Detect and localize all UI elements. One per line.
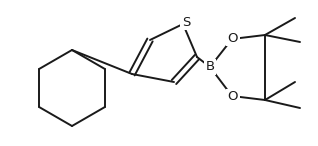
Text: O: O xyxy=(228,32,238,45)
Text: B: B xyxy=(205,60,215,73)
Text: O: O xyxy=(228,91,238,104)
Text: S: S xyxy=(182,15,190,28)
